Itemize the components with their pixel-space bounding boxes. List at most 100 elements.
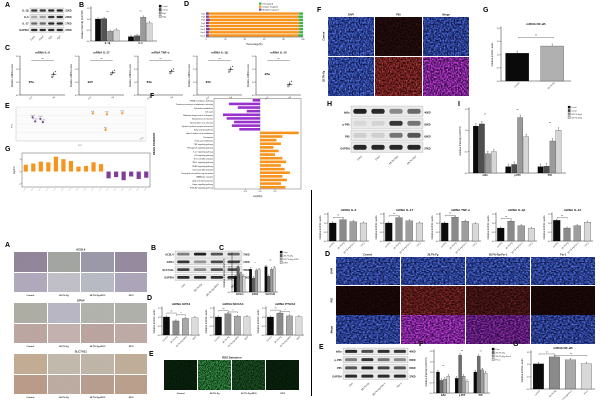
- svg-text:Con2: Con2: [38, 116, 42, 118]
- panel-label-d3: D: [147, 295, 153, 302]
- image-cell: [114, 323, 148, 344]
- image-cell: [14, 323, 47, 344]
- svg-text:28.7%-Fg+Fer-1: 28.7%-Fg+Fer-1: [560, 389, 573, 400]
- svg-text:17KD: 17KD: [65, 22, 72, 25]
- svg-text:0.0: 0.0: [430, 393, 434, 395]
- svg-text:Fer-1: Fer-1: [583, 389, 589, 395]
- svg-text:**: **: [159, 57, 161, 61]
- svg-text:80: 80: [282, 39, 285, 41]
- svg-text:**: **: [218, 57, 220, 61]
- svg-text:Fg3: Fg3: [202, 20, 206, 22]
- svg-text:mRNA GPX4: mRNA GPX4: [172, 302, 191, 306]
- svg-text:0.5: 0.5: [87, 30, 91, 32]
- svg-text:1.0: 1.0: [497, 54, 501, 56]
- panel-label-c: C: [5, 45, 11, 52]
- fluorescence-noise: [422, 56, 470, 96]
- svg-text:Con4: Con4: [200, 35, 206, 37]
- svg-text:Fatty acid biosynthesis: Fatty acid biosynthesis: [194, 129, 213, 132]
- svg-text:DFO: DFO: [245, 336, 250, 341]
- fluorescence-noise: [14, 374, 47, 395]
- svg-text:2.0: 2.0: [75, 56, 79, 58]
- svg-text:mRNA IL-10: mRNA IL-10: [270, 50, 287, 54]
- svg-text:0.5: 0.5: [252, 95, 256, 97]
- svg-text:-log10(p): -log10(p): [253, 195, 263, 198]
- svg-text:Relative mRNA Levels: Relative mRNA Levels: [247, 63, 250, 87]
- bar-chart-svg: Relative Intensity (GAPDH)0.0 0.5 1.0 1.5 IL…: [81, 4, 168, 45]
- svg-text:Fer-1: Fer-1: [584, 241, 590, 247]
- svg-text:**: **: [561, 214, 563, 218]
- svg-text:IL-1β: IL-1β: [105, 43, 111, 45]
- bar-chart-svg: mRNA NF-κB Relative mRNA Levels 0.0 0.5 1.0 1…: [491, 22, 571, 90]
- scatter-il1b: mRNA IL-1β Relative mRNA Levels 0.5 1.0 1.5 2…: [187, 49, 244, 105]
- image-cell: [14, 272, 47, 293]
- scatter-plot-svg: mRNA IL-17 Relative mRNA Levels 0.5 1.0 1.5 2…: [70, 50, 124, 101]
- svg-text:Con: Con: [265, 96, 270, 101]
- svg-text:Con: Con: [181, 283, 187, 289]
- fluorescence-noise: [164, 360, 198, 391]
- svg-text:PC2: PC2: [140, 137, 145, 141]
- fluorescence-noise: [531, 315, 596, 344]
- svg-text:1.5: 1.5: [87, 8, 91, 10]
- svg-text:1.0: 1.0: [75, 82, 79, 84]
- svg-text:TNF signaling pathway: TNF signaling pathway: [194, 143, 213, 146]
- svg-text:100: 100: [301, 39, 305, 41]
- svg-text:60: 60: [263, 39, 266, 41]
- kegg-chart-svg: KEGG PATHWAY mRNA surveillance pathwayPro…: [152, 98, 302, 198]
- svg-text:Control: Control: [214, 335, 221, 342]
- svg-text:28.7%-Fg+DFO: 28.7%-Fg+DFO: [90, 295, 106, 297]
- mrna-ncoa4-bar-chart: mRNA NCOA4 Relative mRNA Levels 0.0 0.5 1.0 1…: [204, 300, 255, 348]
- svg-text:Fg2: Fg2: [162, 16, 167, 18]
- svg-text:Con: Con: [88, 96, 93, 101]
- scatter-tnfa: mRNA TNF-α Relative mRNA Levels 0.5 1.0 1.5 2…: [128, 49, 185, 105]
- svg-text:28.7%-Fg: 28.7%-Fg: [495, 353, 505, 355]
- svg-text:mRNA IL-6: mRNA IL-6: [341, 208, 357, 212]
- svg-text:0.0: 0.0: [492, 241, 496, 243]
- western-blot-cytokines: IL-1β 31KD IL-6 24KD IL-17 17KD GAPDH 37KD Con1 C…: [15, 7, 77, 48]
- svg-text:mRNA TNF-α: mRNA TNF-α: [152, 50, 170, 54]
- svg-text:**: **: [393, 212, 395, 216]
- svg-text:Relative Intensity (GAPDH): Relative Intensity (GAPDH): [223, 258, 226, 287]
- panel-label-f4: F: [419, 341, 424, 348]
- svg-text:1.5: 1.5: [497, 41, 501, 43]
- svg-text:IκBα: IκBα: [336, 350, 342, 354]
- svg-text:1.5: 1.5: [436, 214, 440, 216]
- fluorescence-noise: [375, 16, 422, 56]
- image-cell: [14, 303, 47, 323]
- western-blot-nfkb: IκBα 40KD p-P65 65KD P65 65KD GAPDH 37KD Con1 Con…: [332, 105, 436, 170]
- svg-text:Ribosome biogenesis in eukaryo: Ribosome biogenesis in eukaryotes: [183, 114, 213, 117]
- svg-text:37KD: 37KD: [424, 147, 431, 150]
- svg-text:Fer-1: Fer-1: [416, 241, 422, 247]
- fluorescence-noise: [114, 354, 148, 374]
- svg-text:Control: Control: [514, 81, 521, 88]
- fluorescence-noise: [47, 374, 81, 395]
- svg-text:1.0: 1.0: [193, 82, 197, 84]
- svg-text:37KD: 37KD: [65, 29, 72, 32]
- svg-text:p53 signaling pathway: p53 signaling pathway: [194, 154, 213, 157]
- fluorescence-noise: [465, 315, 531, 344]
- svg-text:28.7%-Fg2: 28.7%-Fg2: [571, 117, 582, 119]
- svg-text:0.0: 0.0: [259, 191, 263, 193]
- svg-text:24KD: 24KD: [65, 16, 72, 19]
- svg-text:28.7%-Fg: 28.7%-Fg: [393, 242, 401, 250]
- svg-text:Fatty acid metabolism: Fatty acid metabolism: [195, 139, 214, 142]
- panel-label-h: H: [327, 101, 333, 108]
- image-cell: [14, 252, 47, 272]
- svg-text:IL-17 signaling pathway: IL-17 signaling pathway: [193, 150, 213, 153]
- svg-text:1.5: 1.5: [380, 214, 384, 216]
- svg-text:1.5: 1.5: [158, 308, 162, 310]
- svg-text:1.5: 1.5: [252, 69, 256, 71]
- svg-text:28.7%-Fg+Fer-1: 28.7%-Fg+Fer-1: [372, 382, 387, 397]
- svg-text:IκBα: IκBα: [483, 175, 489, 177]
- image-cell: [465, 286, 531, 315]
- image-cell: [266, 360, 300, 391]
- svg-text:**: **: [442, 364, 444, 368]
- image-cell: [81, 272, 114, 293]
- fluorescence-noise: [327, 56, 375, 96]
- scatter-il10: mRNA IL-10 Relative mRNA Levels 0.5 1.0 1.5 2…: [246, 49, 303, 105]
- svg-text:1.0: 1.0: [158, 317, 162, 319]
- svg-text:1.0: 1.0: [527, 364, 531, 366]
- svg-text:P65: P65: [548, 175, 553, 177]
- western-blot-nfkb-fer1: IκBα 40KD p-P65 65KD P65 65KD GAPDH 37KD Con 28.7…: [328, 347, 420, 398]
- svg-text:**: **: [170, 309, 172, 313]
